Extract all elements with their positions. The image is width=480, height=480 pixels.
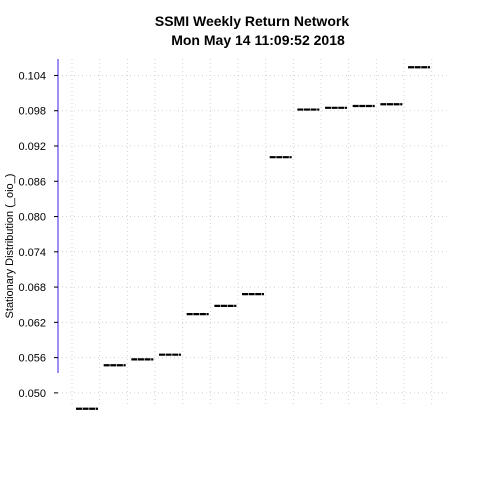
- y-tick-label: 0.086: [18, 176, 46, 188]
- y-tick-label: 0.056: [18, 353, 46, 365]
- chart-title: SSMI Weekly Return Network: [155, 13, 349, 29]
- y-axis-ticks: 0.050 0.056 0.062 0.068 0.074 0.080 0.086 0.092…: [18, 70, 58, 399]
- y-tick-label: 0.104: [18, 70, 46, 82]
- data-series: [76, 67, 430, 409]
- y-tick-label: 0.098: [18, 106, 46, 118]
- y-axis-label: Stationary Distribution (_oio_): [4, 174, 16, 319]
- chart-subtitle: Mon May 14 11:09:52 2018: [171, 32, 345, 48]
- grid: [58, 59, 450, 407]
- y-tick-label: 0.080: [18, 212, 46, 224]
- y-tick-label: 0.092: [18, 141, 46, 153]
- y-tick-label: 0.050: [18, 388, 46, 400]
- y-tick-label: 0.074: [18, 247, 46, 259]
- y-tick-label: 0.062: [18, 317, 46, 329]
- y-tick-label: 0.068: [18, 282, 46, 294]
